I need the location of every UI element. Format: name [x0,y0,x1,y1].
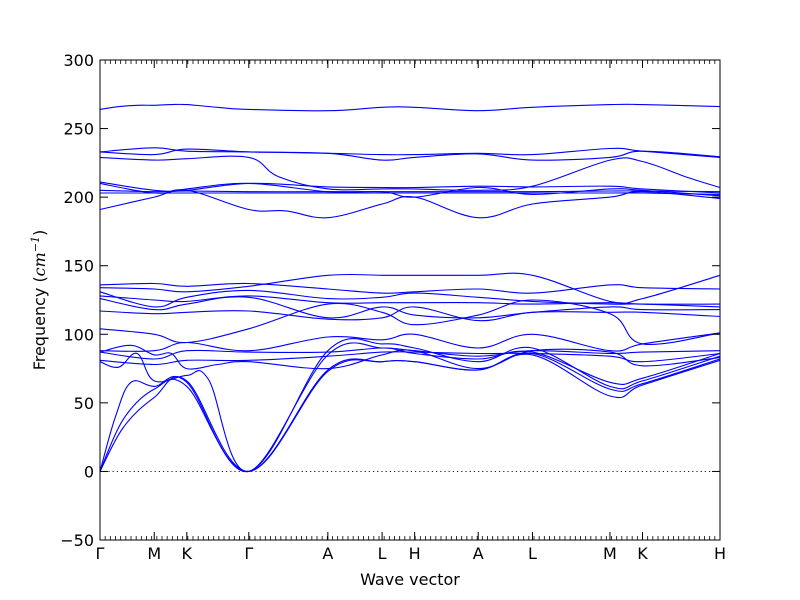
x-tick-label: K [637,544,648,563]
y-tick-label: 50 [74,394,94,413]
band-lines [99,103,721,472]
band-line [99,189,721,219]
band-line [99,296,721,319]
band-line [99,295,721,305]
x-tick-label: Γ [244,544,253,563]
x-tick-label: H [409,544,421,563]
x-tick-label: A [473,544,484,563]
x-tick-label: L [528,544,537,563]
band-line [99,148,721,161]
band-line [99,352,721,472]
band-line [99,353,721,472]
band-line [99,155,721,191]
x-tick-label: H [714,544,726,563]
x-minor-ticks [99,60,721,540]
band-line [99,342,721,472]
x-tick-label: Γ [96,544,105,563]
x-tick-label: M [603,544,617,563]
y-tick-label: 150 [63,257,94,276]
band-line [99,147,721,158]
band-line [99,272,721,305]
y-tick-label: −50 [60,531,94,550]
x-tick-label: M [147,544,161,563]
y-axis-label-unit: cm [30,252,49,276]
band-line [99,182,721,198]
x-axis-label: Wave vector [360,570,460,589]
band-line [99,103,721,112]
band-line [99,351,721,366]
y-tick-label: 300 [63,51,94,70]
band-line [99,282,721,294]
band-line [100,192,721,195]
x-tick-label: K [182,544,193,563]
y-axis-label-close: ) [30,230,49,236]
y-axis-label: Frequency (cm−1) [29,230,49,371]
y-axis-label-main: Frequency ( [30,276,49,370]
y-tick-label: 100 [63,325,94,344]
band-line [99,344,721,370]
y-tick-label: 0 [84,462,94,481]
band-line [99,338,721,472]
band-line [99,189,721,193]
y-tick-label: 200 [63,188,94,207]
y-tick-label: 250 [63,120,94,139]
x-tick-label: L [378,544,387,563]
plot-frame [99,59,721,541]
y-axis-label-exponent: −1 [29,236,42,252]
x-tick-label: A [322,544,333,563]
band-line [99,306,721,322]
band-line [99,332,721,352]
band-line [99,289,721,308]
